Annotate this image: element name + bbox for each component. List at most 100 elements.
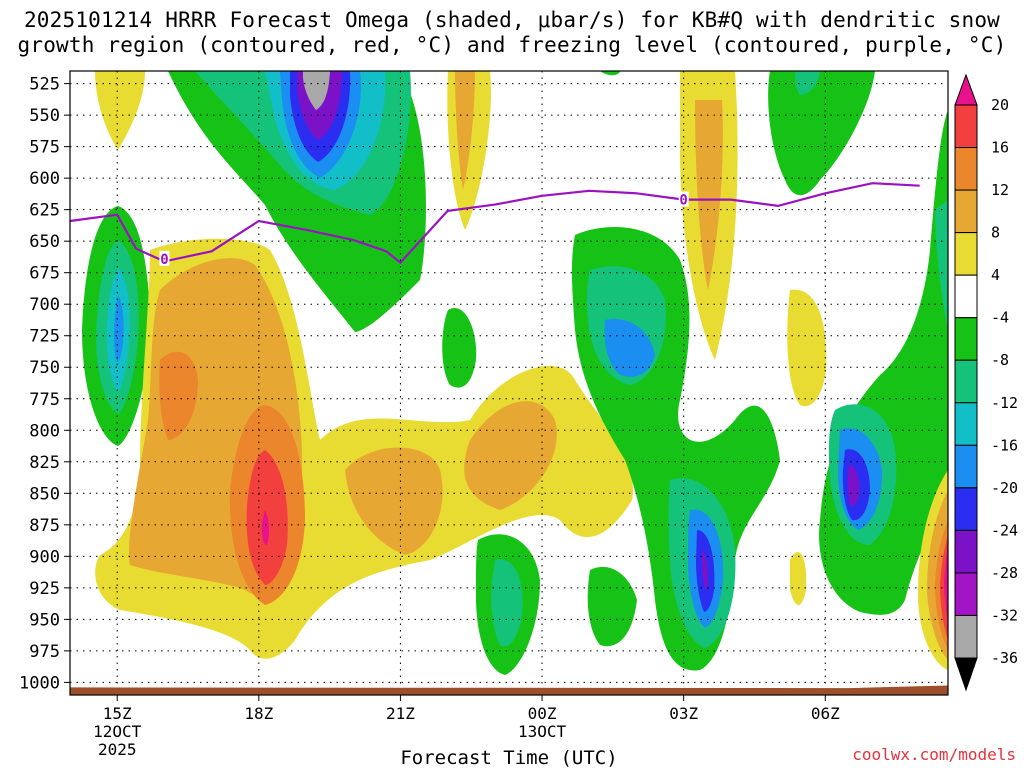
colorbar-bin xyxy=(954,444,978,489)
colorbar-label: -28 xyxy=(991,564,1018,582)
omega-region xyxy=(787,289,827,407)
omega-region xyxy=(303,71,330,110)
y-tick-label: 875 xyxy=(29,516,60,536)
y-axis: 525 550 575 600 625 650 675 700 725 750 775 800 825 8… xyxy=(19,75,70,693)
y-tick-label: 625 xyxy=(29,201,60,221)
omega-region xyxy=(935,200,948,330)
colorbar-bin xyxy=(954,317,978,361)
colorbar-bin xyxy=(954,104,978,149)
colorbar-label: 4 xyxy=(991,266,1000,284)
omega-region xyxy=(790,551,807,605)
colorbar-arrow-top xyxy=(954,73,978,106)
y-tick-label: 750 xyxy=(29,358,60,378)
y-tick-label: 825 xyxy=(29,453,60,473)
x-tick-label: 15Z xyxy=(103,704,132,723)
colorbar-arrow-bottom xyxy=(954,657,978,692)
omega-region xyxy=(702,550,708,590)
colorbar-label: -32 xyxy=(991,606,1018,624)
colorbar-label: -20 xyxy=(991,479,1018,497)
y-tick-label: 900 xyxy=(29,547,60,567)
colorbar-bin xyxy=(954,402,978,446)
y-tick-label: 725 xyxy=(29,327,60,347)
omega-region xyxy=(442,308,477,388)
y-tick-label: 550 xyxy=(29,106,60,126)
x-tick-label: 06Z xyxy=(811,704,840,723)
omega-region xyxy=(95,71,145,150)
y-tick-label: 925 xyxy=(29,579,60,599)
omega-region xyxy=(847,465,860,507)
y-tick-label: 950 xyxy=(29,610,60,630)
colorbar-label: -12 xyxy=(991,394,1018,412)
y-tick-label: 650 xyxy=(29,232,60,252)
x-tick-date: 12OCT xyxy=(93,722,142,741)
omega-region xyxy=(261,510,270,545)
x-tick-date: 13OCT xyxy=(518,722,567,741)
omega-shading xyxy=(82,71,948,675)
plot-frame xyxy=(69,70,949,696)
colorbar-label: -36 xyxy=(991,649,1018,667)
y-tick-label: 850 xyxy=(29,484,60,504)
y-tick-label: 700 xyxy=(29,295,60,315)
colorbar-bin xyxy=(954,614,978,659)
colorbar-bin xyxy=(954,359,978,404)
colorbar-bin xyxy=(954,529,978,574)
omega-region xyxy=(587,566,637,647)
omega-region xyxy=(604,319,655,377)
x-tick-label: 00Z xyxy=(528,704,557,723)
chart-subtitle: growth region (contoured, red, °C) and f… xyxy=(17,33,1007,57)
omega-region xyxy=(795,71,820,95)
omega-region xyxy=(159,351,198,440)
y-tick-label: 1000 xyxy=(19,673,60,693)
terrain xyxy=(70,685,948,695)
x-tick-label: 21Z xyxy=(386,704,415,723)
freezing-label-bg xyxy=(678,191,689,207)
freezing-level-layer: 00 xyxy=(69,182,920,268)
gridlines xyxy=(70,71,948,695)
colorbar-bin xyxy=(954,189,978,234)
omega-region xyxy=(768,71,875,196)
y-tick-label: 575 xyxy=(29,138,60,158)
colorbar-label: -24 xyxy=(991,521,1018,539)
colorbar: 20 16 12 8 4 -4 -8 -12 -16 -20 -24 -28 -32 -36 xyxy=(954,73,1018,692)
colorbar-bin xyxy=(954,487,978,531)
freezing-level-label: 0 xyxy=(679,193,687,209)
chart-title: 2025101214 HRRR Forecast Omega (shaded, … xyxy=(23,8,1001,32)
source-credit: coolwx.com/models xyxy=(852,745,1016,764)
colorbar-bin xyxy=(954,274,978,319)
y-tick-label: 525 xyxy=(29,75,60,95)
x-tick-label: 18Z xyxy=(244,704,273,723)
omega-region xyxy=(944,545,948,625)
y-tick-label: 975 xyxy=(29,642,60,662)
x-tick-year: 2025 xyxy=(98,740,137,759)
colorbar-label: 8 xyxy=(991,224,1000,242)
freezing-label-bg xyxy=(159,250,170,266)
colorbar-label: 20 xyxy=(991,96,1009,114)
freezing-level-line xyxy=(69,182,920,265)
omega-region xyxy=(113,295,124,362)
y-tick-label: 675 xyxy=(29,264,60,284)
omega-region xyxy=(695,100,723,290)
y-tick-label: 775 xyxy=(29,390,60,410)
x-axis-label: Forecast Time (UTC) xyxy=(400,747,617,768)
omega-region xyxy=(455,71,475,190)
y-tick-label: 800 xyxy=(29,421,60,441)
colorbar-label: -16 xyxy=(991,436,1018,454)
colorbar-bin xyxy=(954,232,978,276)
colorbar-label: 16 xyxy=(991,139,1009,157)
omega-region xyxy=(491,559,523,647)
colorbar-label: -8 xyxy=(991,351,1009,369)
terrain-layer xyxy=(70,685,948,695)
omega-region xyxy=(345,447,443,555)
colorbar-bin xyxy=(954,147,978,191)
omega-region xyxy=(464,401,557,510)
freezing-level-label: 0 xyxy=(160,252,168,268)
y-tick-label: 600 xyxy=(29,169,60,189)
omega-region xyxy=(600,71,620,76)
colorbar-label: -4 xyxy=(991,309,1009,327)
x-tick-label: 03Z xyxy=(669,704,698,723)
colorbar-label: 12 xyxy=(991,181,1009,199)
colorbar-bin xyxy=(954,572,978,616)
